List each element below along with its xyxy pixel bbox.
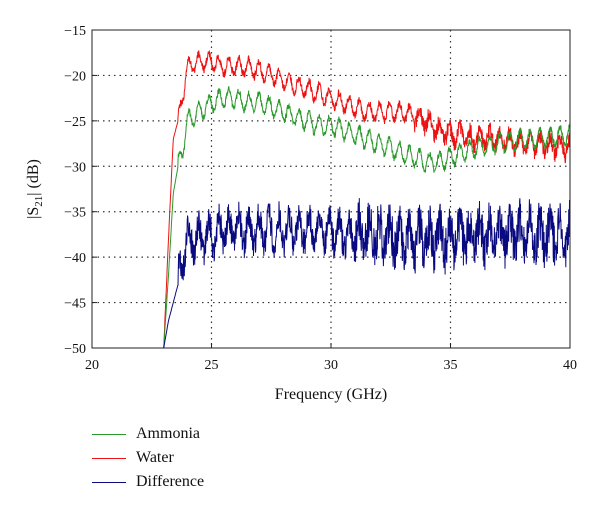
legend-label-water: Water [136, 449, 174, 466]
legend-label-difference: Difference [136, 473, 205, 490]
legend-swatch-difference [92, 481, 126, 483]
legend-item-ammonia: Ammonia [92, 422, 204, 446]
y-tick-label: −20 [64, 69, 86, 84]
y-tick-label: −15 [64, 24, 86, 39]
y-tick-label: −50 [64, 342, 86, 357]
legend-item-difference: Difference [92, 470, 204, 494]
grid [92, 30, 570, 348]
legend-swatch-ammonia [92, 433, 126, 435]
x-axis-label: Frequency (GHz) [275, 386, 387, 403]
x-tick-label: 30 [324, 358, 338, 373]
x-tick-label: 20 [85, 358, 99, 373]
series-line-ammonia [163, 86, 571, 349]
y-tick-label: −40 [64, 251, 86, 266]
series-line-difference [163, 198, 571, 349]
y-axis-label: |S21| (dB) [25, 159, 45, 219]
series-group [163, 49, 571, 349]
y-axis-label-tail: | (dB) [25, 159, 42, 196]
legend-label-ammonia: Ammonia [136, 425, 200, 442]
x-tick-label: 35 [444, 358, 458, 373]
y-tick-label: −25 [64, 115, 86, 130]
chart: 20 25 30 35 40 −50 −45 −40 −35 −30 −25 −20 −15 Freq… [25, 24, 577, 403]
legend-item-water: Water [92, 446, 204, 470]
y-axis-ticks: −50 −45 −40 −35 −30 −25 −20 −15 [64, 24, 97, 357]
y-tick-label: −30 [64, 160, 86, 175]
x-axis-ticks: 20 25 30 35 40 [85, 343, 577, 373]
y-tick-label: −35 [64, 206, 86, 221]
x-tick-label: 25 [205, 358, 219, 373]
legend: Ammonia Water Difference [92, 422, 204, 494]
y-tick-label: −45 [64, 297, 86, 312]
legend-swatch-water [92, 457, 126, 459]
x-tick-label: 40 [563, 358, 577, 373]
y-axis-label-subscript: 21 [33, 196, 45, 207]
y-axis-label-main: |S [25, 207, 42, 219]
